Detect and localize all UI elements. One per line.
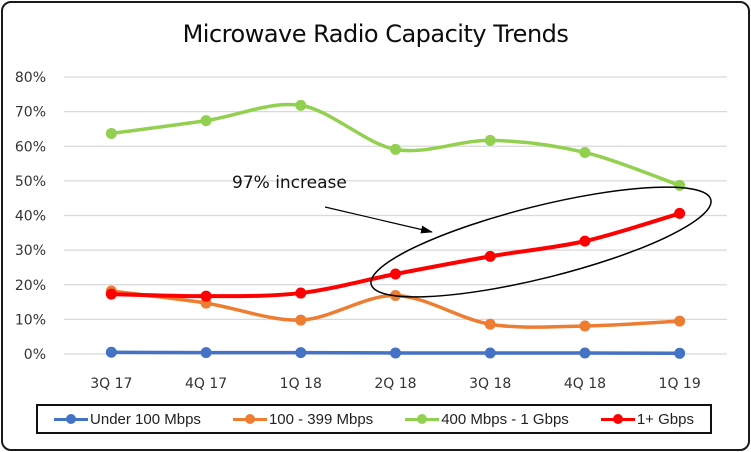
data-point [484, 250, 496, 262]
y-tick-label: 0% [24, 347, 46, 363]
y-tick-label: 30% [15, 243, 46, 259]
data-point [105, 127, 117, 139]
data-point [295, 287, 307, 299]
series-under-100-mbps [105, 346, 686, 359]
data-point [200, 115, 212, 127]
data-point [674, 179, 686, 191]
data-point [484, 318, 496, 330]
legend-item-100-399: 100 - 399 Mbps [232, 410, 374, 428]
legend-label: 400 Mbps - 1 Gbps [441, 410, 569, 428]
data-point [105, 346, 117, 358]
data-point [579, 320, 591, 332]
chart-legend: Under 100 Mbps 100 - 399 Mbps 400 Mbps -… [36, 404, 712, 434]
y-tick-label: 40% [15, 209, 46, 225]
annotation-label: 97% increase [232, 173, 347, 193]
legend-item-under-100: Under 100 Mbps [54, 411, 201, 428]
series-400-mbps-1-gbps [105, 99, 686, 191]
legend-swatch-icon [54, 414, 89, 424]
x-tick-label: 3Q 18 [469, 376, 511, 392]
series-1-gbps [105, 207, 686, 302]
legend-swatch-icon [405, 414, 440, 424]
data-point [200, 347, 212, 359]
chart-title: Microwave Radio Capacity Trends [182, 20, 569, 48]
data-point [390, 143, 401, 155]
data-point [295, 314, 307, 326]
legend-swatch-icon [600, 414, 635, 424]
x-tick-label: 3Q 17 [90, 376, 132, 392]
y-tick-label: 50% [15, 174, 46, 190]
gridlines [64, 76, 727, 355]
y-tick-label: 80% [15, 70, 46, 86]
annotation-group: 97% increase [232, 173, 712, 298]
legend-label: 100 - 399 Mbps [268, 410, 374, 428]
y-tick-label: 10% [15, 312, 46, 328]
data-point [674, 347, 686, 359]
series-100-399-mbps [105, 285, 686, 332]
legend-swatch-icon [232, 414, 267, 424]
x-tick-label: 1Q 18 [280, 376, 322, 392]
data-point [484, 134, 496, 146]
legend-item-1g-plus: 1+ Gbps [600, 410, 694, 428]
data-point [674, 207, 686, 219]
data-point [390, 268, 401, 280]
data-point [579, 235, 591, 247]
x-tick-label: 2Q 18 [374, 376, 416, 392]
data-point [295, 99, 307, 111]
legend-item-400-1g: 400 Mbps - 1 Gbps [405, 411, 569, 428]
annotation-ellipse [370, 186, 712, 298]
x-axis-ticks: 3Q 17 4Q 17 1Q 18 2Q 18 3Q 18 4Q 18 1Q 19 [90, 376, 700, 392]
data-point [390, 347, 401, 359]
annotation-arrow [324, 206, 433, 234]
y-tick-label: 20% [15, 278, 46, 294]
y-axis-ticks: 0% 10% 20% 30% 40% 50% 60% 70% 80% [15, 70, 46, 363]
y-tick-label: 60% [15, 139, 46, 155]
data-point [674, 315, 686, 327]
y-tick-label: 70% [15, 105, 46, 121]
x-tick-label: 4Q 17 [185, 376, 227, 392]
legend-label: Under 100 Mbps [90, 410, 201, 428]
data-point [484, 347, 496, 359]
x-tick-label: 1Q 19 [659, 376, 701, 392]
series-line [111, 211, 681, 299]
x-tick-label: 4Q 18 [564, 376, 606, 392]
data-point [579, 347, 591, 359]
data-point [295, 347, 307, 359]
legend-label: 1+ Gbps [636, 410, 694, 428]
data-point [579, 146, 591, 158]
data-point [200, 290, 212, 302]
data-point [105, 288, 117, 300]
